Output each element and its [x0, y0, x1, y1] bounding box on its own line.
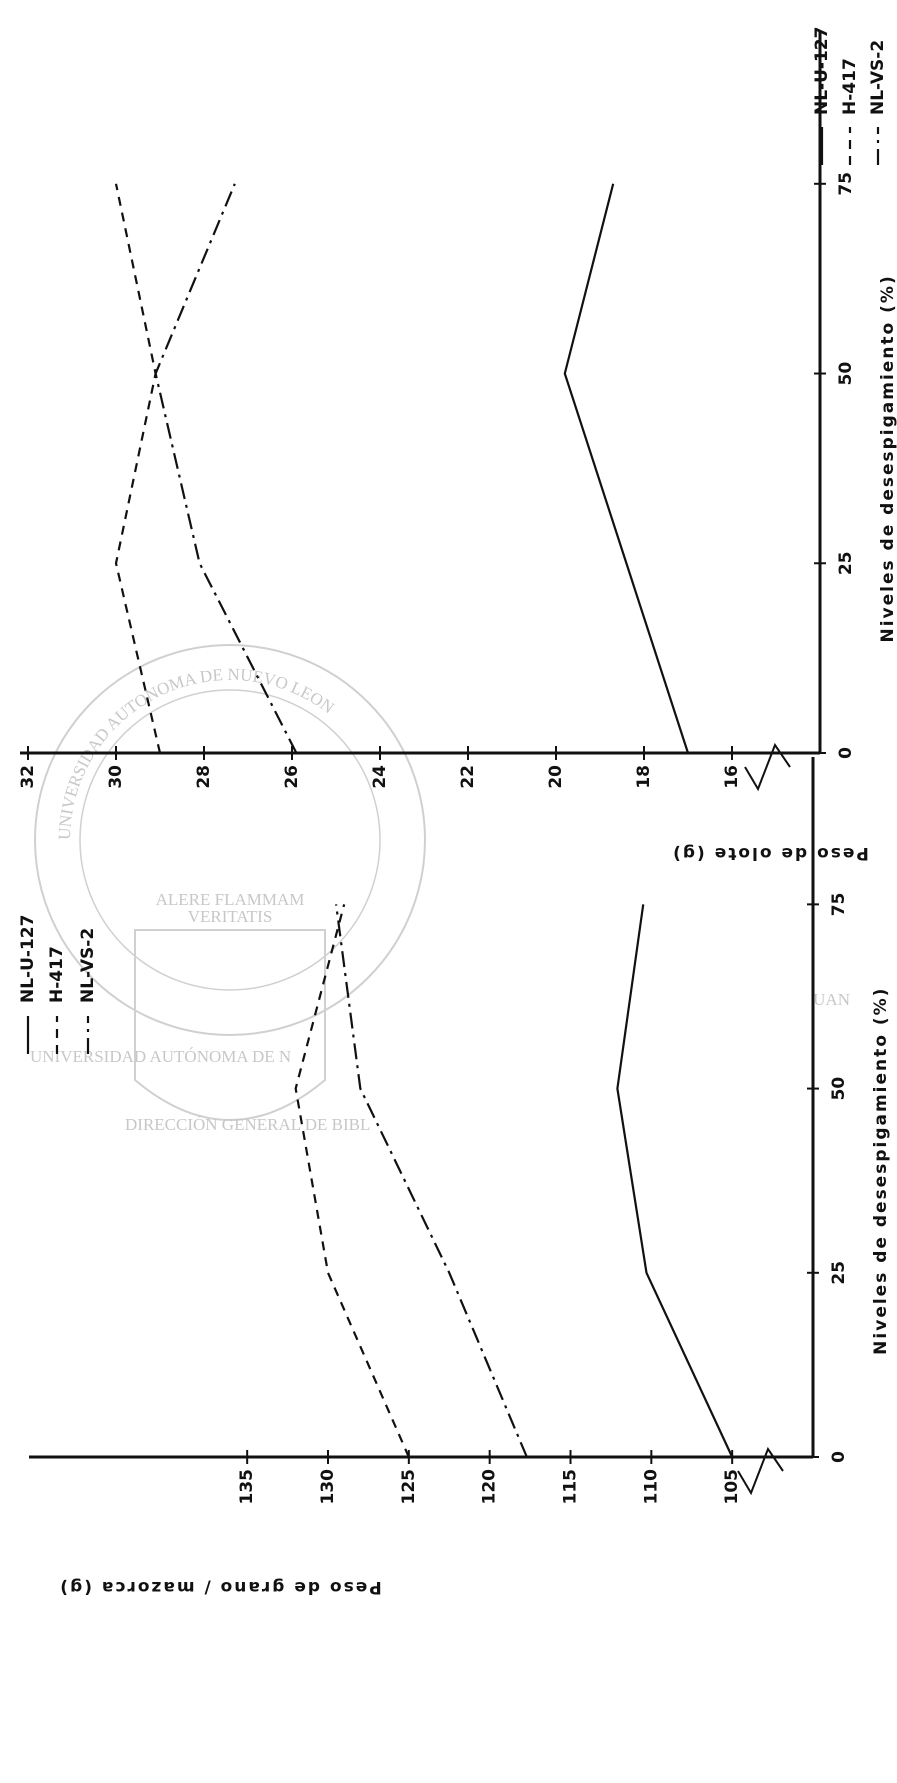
watermark-line: UNIVERSIDAD AUTÓNOMA DE N	[30, 1047, 291, 1066]
data-line	[294, 904, 410, 1458]
y-tick-label: 18	[634, 765, 654, 789]
y-tick-label: 115	[561, 1469, 581, 1505]
watermark-big: UAN	[813, 990, 850, 1009]
data-line	[563, 183, 690, 754]
x-axis-label: Niveles de desespigamiento (%)	[878, 274, 897, 642]
y-tick-label: 22	[458, 765, 478, 789]
legend-label: NL-VS-2	[868, 40, 888, 115]
y-tick-label: 30	[106, 765, 126, 789]
data-line	[616, 904, 734, 1458]
x-tick-label: 0	[829, 1451, 849, 1463]
y-tick-label: 16	[722, 765, 742, 789]
seal-motto: ALERE FLAMMAM	[156, 890, 305, 909]
y-tick-label: 24	[370, 765, 390, 789]
seal-shield	[134, 929, 326, 1121]
chart: 16 18 20 22 24 26 28 30 32 0 25 50 75 Niveles de dese…	[18, 27, 897, 863]
legend-label: H-417	[840, 58, 860, 115]
watermark-line: DIRECCIÓN GENERAL DE BIBL	[125, 1115, 370, 1134]
legend-label: NL-U-127	[18, 915, 38, 1003]
seal-ring	[34, 644, 426, 1036]
chart: 105 110 115 120 125 130 135 0 25 50 75 Niveles de d…	[18, 757, 891, 1597]
axis-break	[744, 742, 791, 792]
y-tick-label: 20	[546, 765, 566, 789]
x-tick-label: 50	[836, 362, 856, 386]
x-tick-label: 75	[836, 172, 856, 196]
y-tick-label: 28	[194, 765, 214, 789]
data-line	[154, 183, 298, 754]
y-axis-label: Peso de olote (g)	[671, 843, 869, 863]
axis-break	[737, 1446, 784, 1496]
legend-label: NL-VS-2	[78, 928, 98, 1003]
y-tick-label: 135	[237, 1469, 257, 1505]
seal-inner	[79, 689, 381, 991]
x-axis-label: Niveles de desespigamiento (%)	[871, 987, 891, 1355]
legend-label: H-417	[47, 946, 67, 1003]
y-tick-label: 125	[399, 1469, 419, 1505]
data-line	[334, 904, 528, 1458]
y-tick-label: 32	[18, 765, 38, 789]
y-tick-label: 120	[480, 1469, 500, 1505]
x-tick-label: 50	[829, 1077, 849, 1101]
y-tick-label: 130	[318, 1469, 338, 1505]
legend-label: NL-U-127	[812, 27, 832, 115]
seal-motto: VERITATIS	[188, 907, 273, 926]
x-tick-label: 25	[829, 1261, 849, 1285]
x-tick-label: 75	[829, 893, 849, 917]
y-tick-label: 110	[641, 1469, 661, 1505]
y-tick-label: 105	[722, 1469, 742, 1505]
x-tick-label: 25	[836, 551, 856, 575]
x-tick-label: 0	[836, 747, 856, 759]
y-axis-label: Peso de grano / mazorca (g)	[58, 1577, 382, 1597]
y-tick-label: 26	[282, 765, 302, 789]
data-line	[114, 183, 162, 754]
